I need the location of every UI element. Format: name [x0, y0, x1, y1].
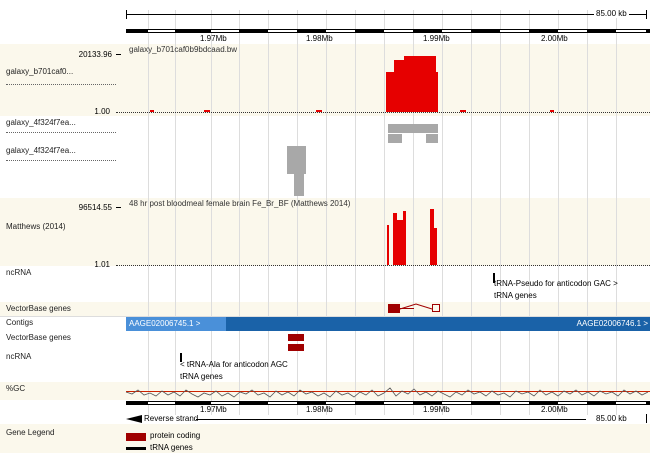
gene-exon[interactable]	[288, 344, 304, 351]
signal-peak	[393, 213, 397, 265]
tick-label: 1.99Mb	[423, 34, 450, 43]
trna-feature[interactable]	[180, 353, 182, 362]
track-band	[0, 302, 650, 316]
track-min: 1.01	[94, 260, 110, 269]
gene-exon[interactable]	[288, 334, 304, 341]
tick-label: 1.98Mb	[306, 34, 333, 43]
contig-left[interactable]: AAGE02006745.1 >	[126, 317, 226, 331]
signal-peak	[394, 60, 404, 72]
tick-label: 1.97Mb	[200, 405, 227, 414]
tick-label: 2.00Mb	[541, 34, 568, 43]
legend-swatch	[126, 447, 146, 450]
legend-band	[0, 424, 650, 453]
left-arrow-icon	[126, 415, 142, 423]
gene-exon[interactable]	[388, 304, 400, 313]
track-name[interactable]: galaxy_4f324f7ea...	[6, 118, 76, 127]
track-band	[0, 198, 650, 266]
track-max: 96514.55	[78, 203, 112, 212]
track-name[interactable]: Contigs	[6, 318, 34, 327]
track-band	[0, 44, 650, 116]
track-name[interactable]: galaxy_4f324f7ea...	[6, 146, 76, 155]
signal-peak	[404, 56, 436, 72]
strand-label: Reverse strand	[144, 414, 199, 423]
track-name[interactable]: ncRNA	[6, 352, 32, 361]
coverage-block	[388, 124, 438, 133]
feature-sublabel: tRNA genes	[494, 291, 537, 300]
trna-feature[interactable]	[493, 273, 495, 283]
feature-label: < tRNA-Ala for anticodon AGC	[180, 360, 288, 369]
track-name[interactable]: VectorBase genes	[6, 304, 71, 313]
tick-label: 1.98Mb	[306, 405, 333, 414]
feature-sublabel: tRNA genes	[180, 372, 223, 381]
scale-label: 85.00 kb	[594, 9, 629, 18]
legend-item: protein coding	[150, 431, 201, 440]
signal-peak	[386, 72, 438, 112]
gene-exon[interactable]	[432, 304, 440, 312]
track-name[interactable]: Matthews (2014)	[6, 222, 66, 231]
contig-label: AAGE02006745.1 >	[129, 319, 201, 328]
tick-label: 1.97Mb	[200, 34, 227, 43]
coverage-block	[287, 146, 306, 174]
track-name[interactable]: galaxy_b701caf0...	[6, 67, 74, 76]
track-name[interactable]: VectorBase genes	[6, 333, 71, 342]
scale-label: 85.00 kb	[596, 414, 627, 423]
contig-label: AAGE02006746.1 >	[576, 319, 648, 328]
track-min: 1.00	[94, 107, 110, 116]
track-name[interactable]: ncRNA	[6, 268, 32, 277]
tick-label: 2.00Mb	[541, 405, 568, 414]
contig-right[interactable]: AAGE02006746.1 >	[226, 317, 650, 331]
track-desc: 48 hr post bloodmeal female brain Fe_Br_…	[129, 199, 351, 208]
track-name[interactable]: %GC	[6, 384, 26, 393]
legend-item: tRNA genes	[150, 443, 193, 452]
track-file-label: galaxy_b701caf0b9bdcaad.bw	[129, 45, 238, 54]
signal-peak	[430, 209, 434, 265]
legend-title: Gene Legend	[6, 428, 55, 437]
feature-label: tRNA-Pseudo for anticodon GAC >	[494, 279, 618, 288]
track-max: 20133.96	[78, 50, 112, 59]
tick-label: 1.99Mb	[423, 405, 450, 414]
legend-swatch	[126, 433, 146, 441]
